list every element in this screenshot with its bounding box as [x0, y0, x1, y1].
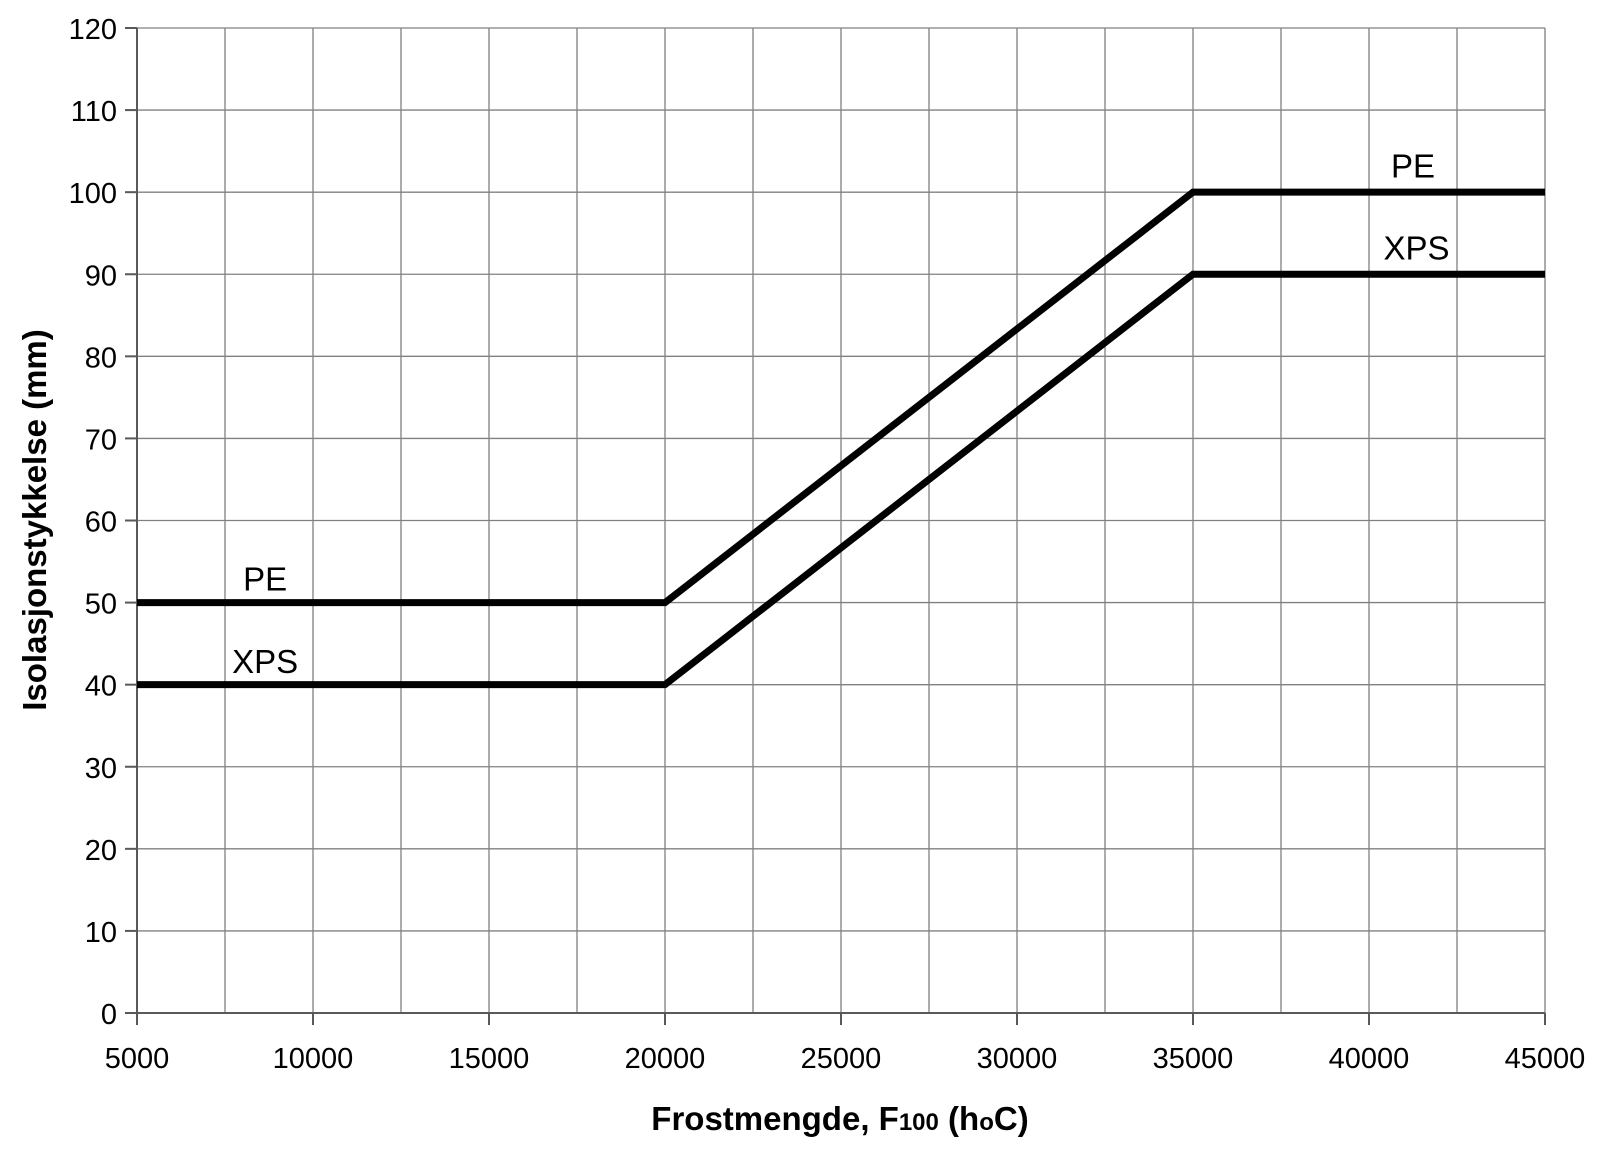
- x-tick-label: 30000: [977, 1043, 1058, 1075]
- x-axis-title-small-part: o: [979, 1109, 994, 1136]
- x-tick-label: 40000: [1329, 1043, 1410, 1075]
- x-axis-title-part: (h: [939, 1100, 979, 1137]
- y-axis-title: Isolasjonstykkelse (mm): [16, 329, 53, 711]
- y-tick-label: 80: [85, 342, 117, 374]
- y-tick-label: 100: [69, 178, 117, 210]
- series-label-xps: XPS: [1383, 229, 1449, 266]
- y-tick-label: 60: [85, 507, 117, 539]
- y-tick-label: 20: [85, 835, 117, 867]
- y-tick-label: 120: [69, 14, 117, 46]
- x-axis-title-part: C): [994, 1100, 1029, 1137]
- x-axis-title: Frostmengde, F100 (hoC): [651, 1100, 1028, 1137]
- y-tick-label: 40: [85, 671, 117, 703]
- x-tick-label: 35000: [1153, 1043, 1234, 1075]
- series-label-pe: PE: [1391, 147, 1435, 184]
- x-tick-label: 10000: [273, 1043, 354, 1075]
- y-tick-label: 50: [85, 589, 117, 621]
- y-tick-label: 10: [85, 917, 117, 949]
- x-tick-label: 5000: [105, 1043, 170, 1075]
- series-label-xps: XPS: [232, 643, 298, 680]
- series-line-pe: [137, 188, 1545, 607]
- x-tick-label: 15000: [449, 1043, 530, 1075]
- y-tick-label: 30: [85, 753, 117, 785]
- series-line-xps: [137, 270, 1545, 689]
- y-tick-label: 0: [101, 999, 117, 1031]
- x-tick-label: 20000: [625, 1043, 706, 1075]
- x-axis-title-part: Frostmengde, F: [651, 1100, 899, 1137]
- x-axis-title-small-part: 100: [899, 1109, 939, 1136]
- x-tick-label: 25000: [801, 1043, 882, 1075]
- y-tick-label: 90: [85, 260, 117, 292]
- y-tick-label: 110: [71, 96, 117, 128]
- y-tick-label: 70: [85, 424, 117, 456]
- series-label-pe: PE: [243, 560, 287, 597]
- x-tick-label: 45000: [1505, 1043, 1586, 1075]
